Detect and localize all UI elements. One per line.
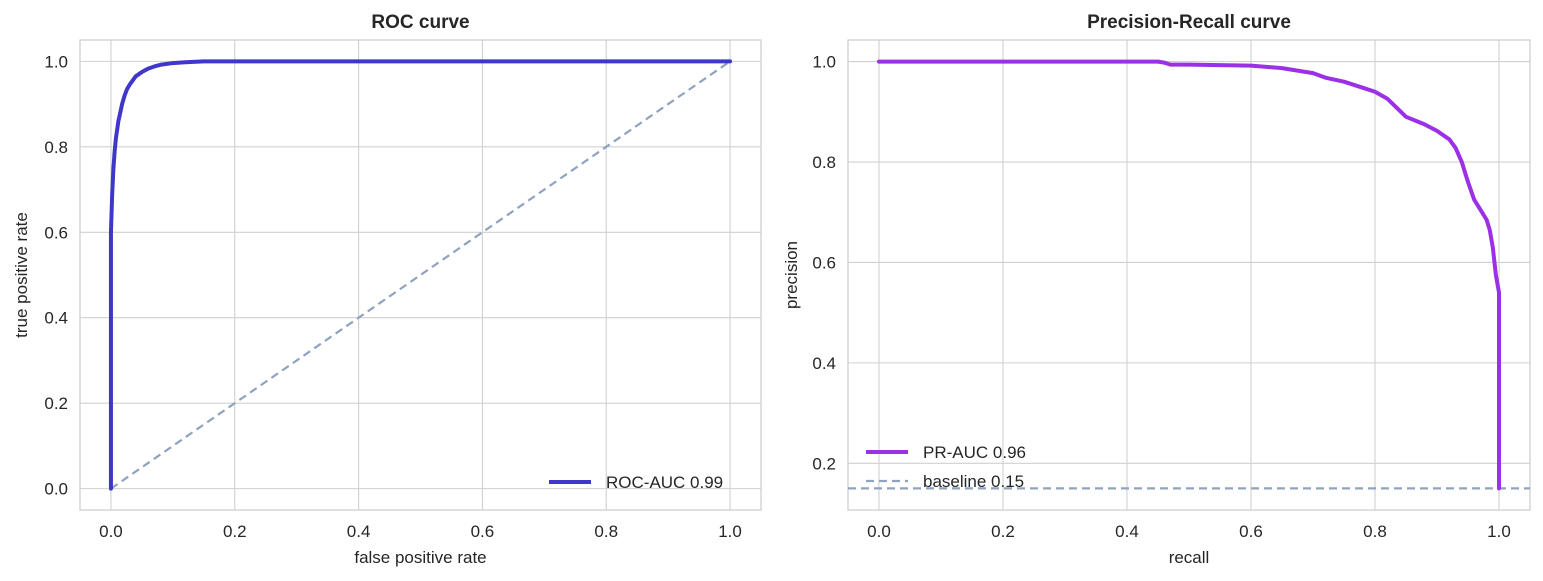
roc-y-tick-label: 0.8: [44, 138, 68, 157]
roc-y-tick-label: 0.0: [44, 480, 68, 499]
pr-y-axis-label: precision: [782, 241, 801, 309]
roc-plot-frame: [79, 39, 762, 511]
pr-x-tick-label: 0.4: [1115, 522, 1139, 541]
pr-y-tick-label: 0.8: [812, 153, 836, 172]
pr-x-tick-label: 0.2: [991, 522, 1015, 541]
pr-y-tick-label: 0.4: [812, 354, 836, 373]
roc-y-tick-label: 1.0: [44, 52, 68, 71]
roc-baseline-line: [110, 60, 731, 490]
roc-x-axis-label: false positive rate: [354, 548, 486, 567]
pr-x-tick-label: 0.0: [867, 522, 891, 541]
roc-x-tick-label: 0.8: [594, 522, 618, 541]
roc-x-tick-label: 0.6: [471, 522, 495, 541]
roc-y-tick-label: 0.6: [44, 223, 68, 242]
pr-y-tick-label: 0.2: [812, 454, 836, 473]
pr-legend-label: PR-AUC 0.96: [923, 443, 1026, 462]
roc-x-tick-label: 1.0: [718, 522, 742, 541]
pr-x-tick-label: 0.8: [1363, 522, 1387, 541]
pr-x-axis-label: recall: [1169, 548, 1210, 567]
pr-legend-label: baseline 0.15: [923, 472, 1024, 491]
roc-y-tick-label: 0.2: [44, 394, 68, 413]
pr-legend: PR-AUC 0.96 baseline 0.15: [866, 443, 1026, 491]
pr-x-tick-label: 1.0: [1487, 522, 1511, 541]
roc-x-tick-label: 0.0: [99, 522, 123, 541]
pr-plot-area: [848, 59, 1530, 491]
roc-y-axis-label: true positive rate: [12, 212, 31, 338]
roc-chart-title: ROC curve: [371, 12, 469, 33]
pr-plot-frame: [847, 39, 1531, 511]
pr-curve-line: [877, 59, 1501, 491]
roc-x-tick-label: 0.4: [347, 522, 371, 541]
roc-chart-panel: 0.0 0.2 0.4 0.6 0.8 1.0 0.0 0.2 0.4 0.6 0.8 1.0 ROC …: [12, 12, 762, 567]
pr-x-tick-label: 0.6: [1239, 522, 1263, 541]
roc-x-tick-label: 0.2: [223, 522, 247, 541]
roc-y-tick-label: 0.4: [44, 309, 68, 328]
pr-y-tick-label: 1.0: [812, 53, 836, 72]
roc-curve-line: [108, 59, 733, 491]
pr-chart-title: Precision-Recall curve: [1087, 12, 1291, 33]
roc-legend-label: ROC-AUC 0.99: [606, 473, 723, 492]
pr-y-tick-label: 0.6: [812, 253, 836, 272]
roc-legend: ROC-AUC 0.99: [549, 473, 723, 492]
pr-chart-panel: 0.0 0.2 0.4 0.6 0.8 1.0 0.2 0.4 0.6 0.8 1.0 Precisi…: [782, 12, 1531, 567]
roc-plot-area: [108, 59, 733, 491]
